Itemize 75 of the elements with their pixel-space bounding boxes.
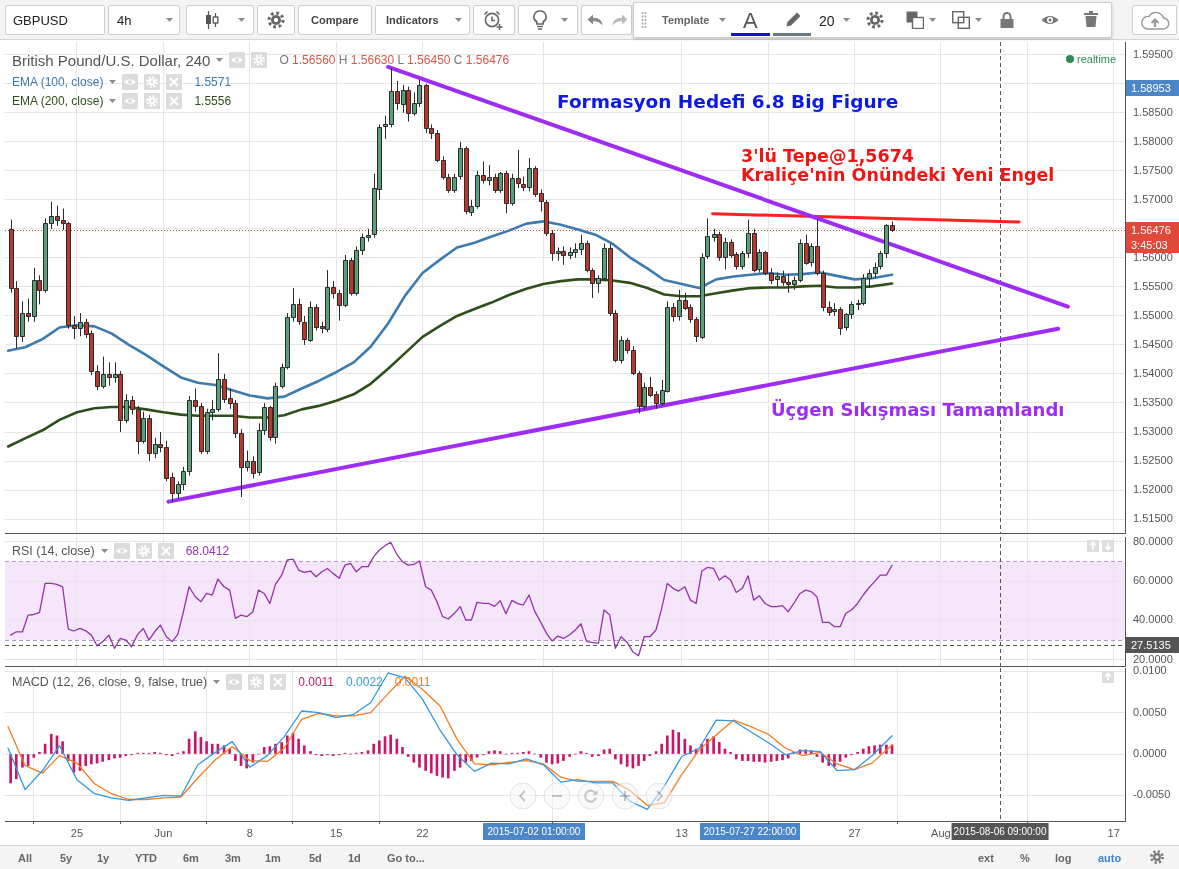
annotation: 3'lü Tepe@1,5674 xyxy=(741,146,914,166)
text: All xyxy=(18,852,33,864)
x-tick-label: 27 xyxy=(848,826,861,839)
text: 3m xyxy=(225,852,241,864)
y-tick-label: 1.52000 xyxy=(1133,483,1173,496)
ref-line-label: 1.56476 xyxy=(1126,222,1179,239)
y-tick-label: 0.0050 xyxy=(1133,705,1167,718)
x-tick-label: 15 xyxy=(330,826,343,839)
text: 6m xyxy=(183,852,199,864)
annotation: 0.0022 xyxy=(346,675,383,689)
text: log xyxy=(1055,852,1072,864)
y-tick-label: 1.58000 xyxy=(1133,134,1173,147)
annotation: 0.0011 xyxy=(298,675,335,689)
text: A xyxy=(743,8,758,34)
x-tick-label: 17 xyxy=(1107,826,1120,839)
text: ext xyxy=(978,852,994,864)
annotation: O 1.56560 H 1.56630 L 1.56450 C 1.56476 xyxy=(279,53,510,67)
y-tick-label: 1.55500 xyxy=(1133,279,1173,292)
text: YTD xyxy=(135,852,157,864)
annotation: Üçgen Sıkışması Tamamlandı xyxy=(771,399,1065,420)
text: 5y xyxy=(60,852,73,864)
y-tick-label: 1.58500 xyxy=(1133,105,1173,118)
y-tick-label: 20.0000 xyxy=(1133,652,1173,665)
y-tick-label: 40.0000 xyxy=(1133,613,1173,626)
y-tick-label: 0.0000 xyxy=(1133,747,1167,760)
text: 1m xyxy=(265,852,281,864)
text: RSI (14, close) xyxy=(12,543,95,558)
text: 2015-07-02 01:00:00 xyxy=(483,823,585,840)
text: Go to... xyxy=(387,852,425,864)
y-tick-label: 0.0100 xyxy=(1133,664,1167,677)
x-tick-label: 8 xyxy=(246,826,253,839)
y-tick-label: 1.53000 xyxy=(1133,425,1173,438)
text: % xyxy=(1020,852,1030,864)
text: 1.58953 xyxy=(1126,80,1179,96)
ref-line-label: 2015-08-06 09:00:00 xyxy=(951,823,1049,840)
annotation: 1.5556 xyxy=(194,94,232,108)
text: 1y xyxy=(97,852,110,864)
text: Compare xyxy=(311,14,359,26)
y-tick-label: 1.53500 xyxy=(1133,396,1173,409)
text: 3:45:03 xyxy=(1126,237,1179,254)
text: 1d xyxy=(348,852,361,864)
text: auto xyxy=(1098,852,1122,864)
text: British Pound/U.S. Dollar, 240 xyxy=(12,51,211,69)
y-tick-label: 60.0000 xyxy=(1133,574,1173,587)
y-tick-label: 80.0000 xyxy=(1133,534,1173,547)
y-tick-label: -0.0050 xyxy=(1133,788,1171,801)
ref-line-label: 27.5135 xyxy=(1126,636,1179,653)
text: Indicators xyxy=(386,14,439,26)
y-tick-label: 1.51500 xyxy=(1133,512,1173,525)
text: Template xyxy=(662,14,710,26)
text: 20 xyxy=(819,13,835,29)
x-tick-label: Aug xyxy=(931,826,951,839)
text: GBPUSD xyxy=(13,13,68,28)
annotation: 1.5571 xyxy=(194,75,232,89)
annotation: Kraliçe'nin Önündeki Yeni Engel xyxy=(741,165,1055,185)
y-tick-label: 1.59500 xyxy=(1133,47,1173,60)
text: MACD (12, 26, close, 9, false, true) xyxy=(12,674,208,689)
text: EMA (200, close) xyxy=(12,94,104,108)
y-tick-label: 1.54000 xyxy=(1133,367,1173,380)
x-tick-label: 22 xyxy=(416,826,429,839)
annotation: 68.0412 xyxy=(185,544,230,558)
x-tick-label: 25 xyxy=(70,826,84,839)
x-tick-label: Jun xyxy=(154,826,173,839)
text: 4h xyxy=(117,13,132,28)
annotation: Formasyon Hedefi 6.8 Big Figure xyxy=(557,91,899,112)
y-tick-label: 1.54500 xyxy=(1133,337,1173,350)
y-tick-label: 1.52500 xyxy=(1133,454,1173,467)
text: EMA (100, close) xyxy=(12,75,104,89)
y-tick-label: 1.57500 xyxy=(1133,163,1173,176)
y-tick-label: 1.57000 xyxy=(1133,192,1173,205)
x-tick-label: 13 xyxy=(675,826,688,839)
annotation: realtime xyxy=(1077,53,1117,65)
text: 5d xyxy=(309,852,322,864)
y-tick-label: 1.55000 xyxy=(1133,308,1173,321)
text: 2015-07-27 22:00:00 xyxy=(700,823,800,840)
